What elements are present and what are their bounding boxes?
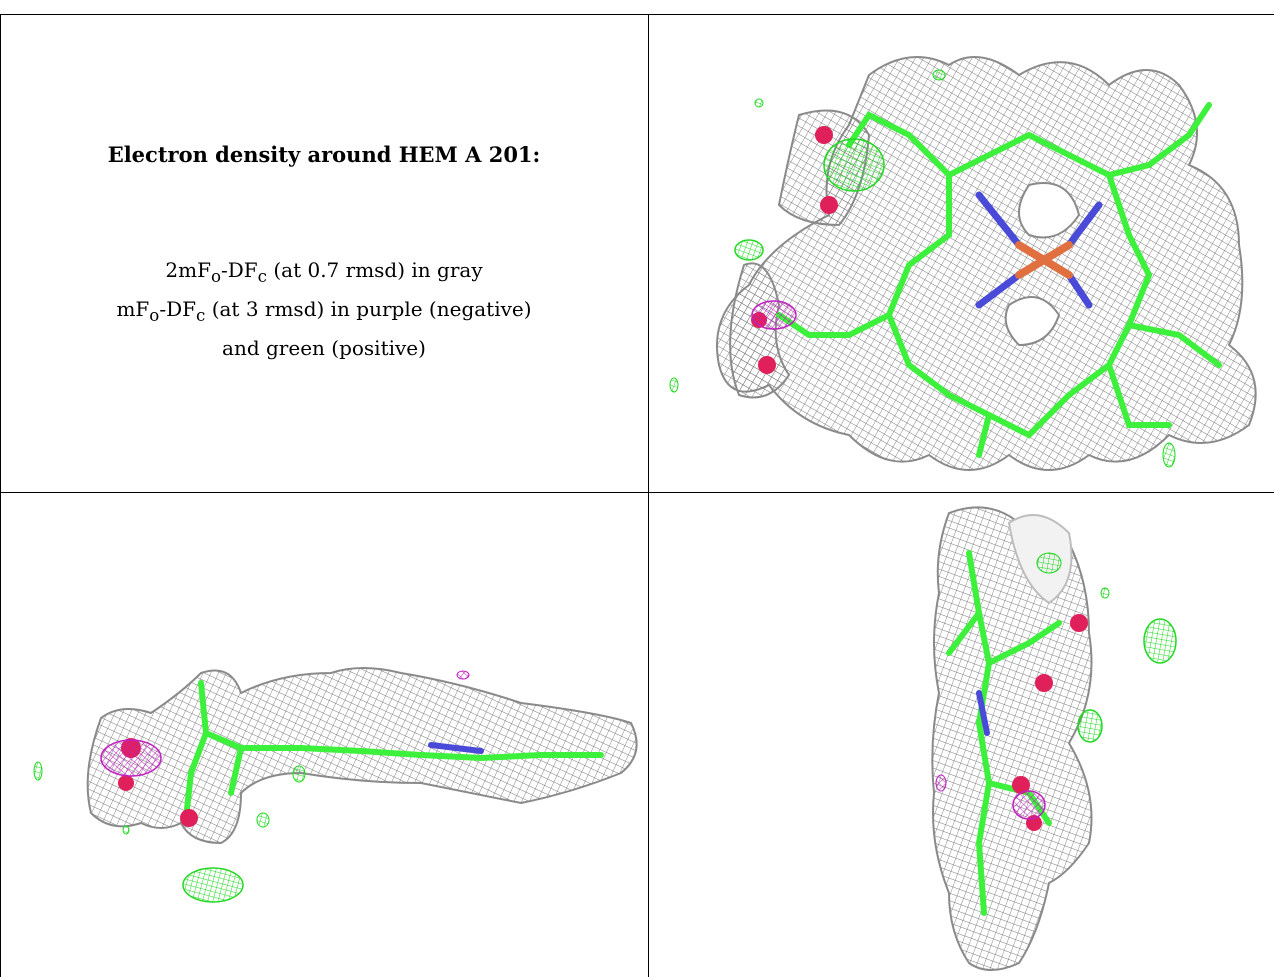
figure-grid xyxy=(0,14,1274,977)
density-render-top xyxy=(669,56,1257,471)
grid-divider-vertical xyxy=(648,14,649,977)
caption-line-2: mFo-DFc (at 3 rmsd) in purple (negative) xyxy=(0,293,648,332)
caption-text: -DF xyxy=(220,258,258,282)
gray-density-mesh xyxy=(931,506,1093,971)
caption-body: 2mFo-DFc (at 0.7 rmsd) in gray mFo-DFc (… xyxy=(0,254,648,364)
caption-title: Electron density around HEM A 201: xyxy=(107,142,541,167)
caption-sub: c xyxy=(257,267,267,286)
density-view-side xyxy=(1,493,648,977)
caption-line-3: and green (positive) xyxy=(222,336,426,360)
heme-stick-model xyxy=(776,102,1222,458)
density-render-end xyxy=(931,506,1177,971)
caption-text: -DF xyxy=(159,297,196,321)
heme-nitrogen-bonds xyxy=(976,690,990,736)
caption-text: (at 3 rmsd) in purple (negative) xyxy=(205,297,532,321)
negative-density-blobs xyxy=(100,670,470,777)
caption-panel: Electron density around HEM A 201: 2mFo-… xyxy=(0,14,648,492)
positive-density-blobs xyxy=(669,69,1176,468)
grid-divider-horizontal xyxy=(0,492,1274,493)
heme-nitrogen-bonds xyxy=(975,191,1103,309)
heme-stick-model xyxy=(183,680,604,821)
density-view-end xyxy=(649,493,1274,977)
caption-text: mF xyxy=(116,297,150,321)
gray-density-mesh xyxy=(716,56,1257,471)
caption-sub: o xyxy=(210,267,221,286)
caption-sub: o xyxy=(149,306,160,325)
iron-center xyxy=(1015,241,1073,279)
negative-density-blobs xyxy=(935,774,1046,820)
density-view-top xyxy=(649,15,1274,492)
density-render-side xyxy=(33,667,638,903)
oxygen-atoms xyxy=(1012,614,1088,831)
heme-nitrogen-bonds xyxy=(428,742,484,754)
negative-density-blobs xyxy=(751,300,797,330)
positive-density-blobs xyxy=(1036,552,1177,743)
positive-density-blobs xyxy=(33,761,306,903)
caption-sub: c xyxy=(196,306,206,325)
gray-density-mesh xyxy=(86,667,638,845)
caption-text: (at 0.7 rmsd) in gray xyxy=(267,258,483,282)
caption-line-1: 2mFo-DFc (at 0.7 rmsd) in gray xyxy=(0,254,648,293)
caption-text: 2mF xyxy=(165,258,211,282)
